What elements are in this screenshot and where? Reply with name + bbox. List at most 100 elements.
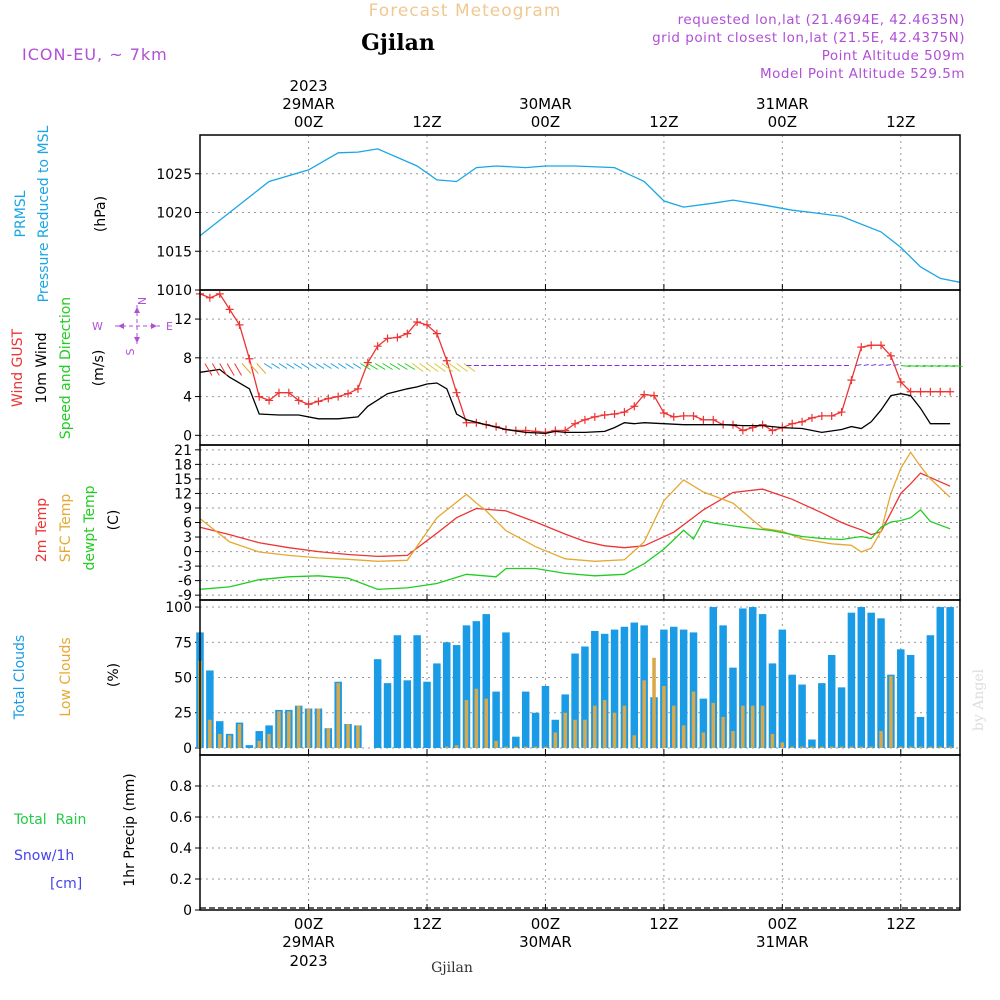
total-cloud-bar [373,659,382,748]
model-label: ICON-EU, ~ 7km [22,45,168,64]
low-cloud-bar [454,745,459,748]
low-cloud-bar [306,708,311,748]
ytick-label: 0 [183,428,192,444]
ytick-label: 50 [174,671,192,687]
wind-arrow [426,363,439,372]
chart-title: Forecast Meteogram [369,1,562,21]
gust-marker [798,417,807,426]
gust-marker [284,388,293,397]
total-cloud-bar [798,684,806,748]
gust-marker [788,419,797,428]
gust-marker [393,333,402,342]
panels: 101010151020102504812-9-6-30369121518210… [156,134,963,919]
total-cloud-bar [778,629,787,748]
gust-label: Wind GUST [10,328,26,407]
top-hour-label: 00Z [531,113,560,131]
bottom-year-label: 2023 [289,952,327,970]
gust-marker [314,397,323,406]
ytick-label: 25 [174,706,192,722]
gust-marker [215,289,224,298]
total-cloud-bar [808,739,816,748]
ytick-label: 1025 [156,167,192,183]
wind-arrow [271,363,280,369]
wind-arrow [871,364,877,366]
ytick-label: -6 [178,574,192,590]
total-cloud-bar [739,608,747,748]
dewpt-label: dewpt Temp [82,485,98,570]
gust-marker [630,402,639,411]
wind-unit: (m/s) [91,350,107,387]
total-cloud-bar [521,691,530,748]
top-hour-label: 00Z [768,113,797,131]
wind-arrow [323,363,332,369]
ytick-label: 9 [183,501,192,517]
total-cloud-bar [877,618,885,748]
gust-marker [847,376,856,385]
wind-arrow [330,363,340,369]
wind-arrow [286,363,295,369]
total-cloud-bar [581,646,589,748]
bottom-hour-label: 00Z [531,915,560,933]
low-cloud-bar [523,746,528,748]
point-altitude: Point Altitude 509m [822,48,965,64]
ytick-label: 0.6 [170,810,192,826]
low-cloud-bar [533,746,538,748]
wind-arrow [308,363,317,369]
wind-arrow [367,363,379,370]
gust-marker [571,419,580,428]
total-cloud-bar [818,683,826,748]
panel-clouds: 0 25 50 75 100 [165,599,961,757]
precip-labels: Total Rain Snow/1h [cm] 1hr Precip (mm) [13,773,138,892]
gust-marker [590,412,599,421]
ytick-label: 0 [183,741,192,757]
total-cloud-bar [857,607,866,748]
total-cloud-bar [867,612,875,748]
gust-marker [936,387,945,396]
low-cloud-bar [237,724,242,748]
gust-marker [324,394,333,403]
wind-arrow [226,363,235,376]
total-cloud-bar [689,632,698,748]
temperature-labels: 2m Temp SFC Temp dewpt Temp (C) [34,485,122,570]
series-line-10m-wind [199,368,951,435]
total-cloud-bar [610,629,619,748]
gust-marker [748,423,757,432]
total-cloud-label: Total Clouds [12,635,28,720]
total-cloud-bar [443,642,451,748]
ytick-label: 8 [183,351,192,367]
wind-label: 10m Wind [34,332,50,403]
wind-arrow [908,365,919,367]
ytick-label: 1020 [156,206,192,222]
gust-marker [877,341,886,350]
low-cloud-bar [839,746,844,748]
wind-arrow [411,363,424,372]
wind-arrow [352,363,362,369]
total-cloud-bar [502,632,510,748]
gust-marker [235,320,244,329]
gust-marker [442,356,451,365]
gust-marker [669,412,678,421]
low-cloud-bar [652,657,656,748]
low-cloud-bar [543,746,548,748]
gust-marker [432,329,441,338]
ytick-label: -3 [178,559,192,575]
wind-arrow [241,363,252,374]
total-cloud-bar [926,635,935,748]
wind-direction-arrows [204,363,963,376]
low-cloud-bar [849,746,854,748]
gust-marker [531,427,540,436]
cloud-labels: Total Clouds Low Clouds (%) [12,635,122,720]
compass-n: N [135,297,148,305]
gust-marker [896,378,905,387]
wind-arrow [219,363,228,376]
total-cloud-bar [393,635,402,748]
total-cloud-bar [729,667,737,748]
gust-marker [304,400,313,409]
ytick-label: 21 [174,443,192,459]
panel-pressure: 1010 1015 1020 1025 [156,134,961,299]
gust-marker [452,388,461,397]
total-cloud-bar [413,635,421,748]
top-hour-label: 00Z [294,113,323,131]
wind-arrow [263,363,273,369]
gust-marker [373,342,382,351]
